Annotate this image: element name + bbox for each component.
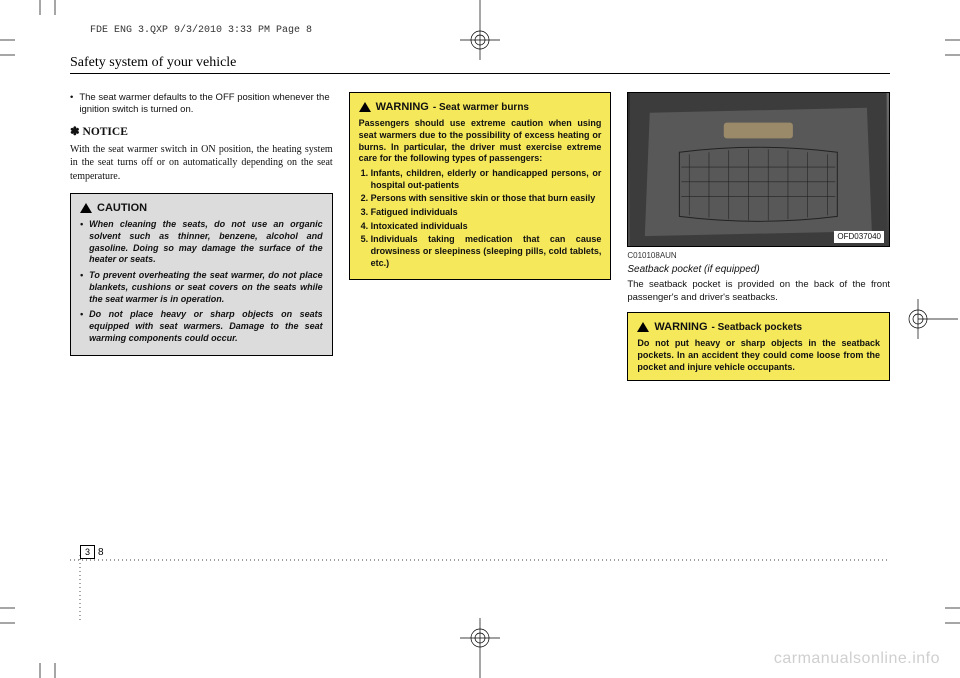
caution-item: To prevent overheating the seat warmer, …: [80, 270, 323, 305]
column-2: WARNING - Seat warmer burns Passengers s…: [349, 92, 612, 391]
warning-box-burns: WARNING - Seat warmer burns Passengers s…: [349, 92, 612, 280]
warning-list-item: Individuals taking medication that can c…: [371, 234, 602, 269]
column-3: OFD037040 C010108AUN Seatback pocket (if…: [627, 92, 890, 391]
warning-subtitle: - Seat warmer burns: [433, 101, 529, 114]
photo-reference-code: C010108AUN: [627, 251, 890, 261]
warning-subtitle: - Seatback pockets: [712, 321, 803, 334]
warning-label: WARNING: [654, 320, 707, 334]
column-1: The seat warmer defaults to the OFF posi…: [70, 92, 333, 391]
notice-heading: ✽ NOTICE: [70, 125, 333, 140]
caution-label: CAUTION: [97, 201, 147, 215]
photo-caption: Seatback pocket (if equipped): [627, 263, 890, 276]
chapter-number: 3: [80, 545, 95, 559]
caution-heading: CAUTION: [80, 201, 323, 215]
warning-list-item: Intoxicated individuals: [371, 221, 602, 233]
warning-intro: Passengers should use extreme caution wh…: [359, 118, 602, 165]
warning-triangle-icon: [637, 322, 649, 332]
warning-heading: WARNING - Seatback pockets: [637, 320, 880, 334]
watermark: carmanualsonline.info: [774, 650, 940, 668]
warning-list-item: Persons with sensitive skin or those tha…: [371, 193, 602, 205]
warning-body: Passengers should use extreme caution wh…: [359, 118, 602, 269]
caution-body: When cleaning the seats, do not use an o…: [80, 219, 323, 344]
page-number: 3 8: [80, 545, 104, 559]
caution-item: When cleaning the seats, do not use an o…: [80, 219, 323, 266]
warning-triangle-icon: [359, 102, 371, 112]
notice-body: With the seat warmer switch in ON positi…: [70, 143, 333, 184]
caution-box: CAUTION When cleaning the seats, do not …: [70, 193, 333, 356]
warning-box-pockets: WARNING - Seatback pockets Do not put he…: [627, 312, 890, 381]
page-body: Safety system of your vehicle The seat w…: [70, 55, 890, 391]
caution-item: Do not place heavy or sharp objects on s…: [80, 309, 323, 344]
photo-description: The seatback pocket is provided on the b…: [627, 279, 890, 304]
warning-heading: WARNING - Seat warmer burns: [359, 100, 602, 114]
page-index: 8: [98, 547, 104, 558]
seatback-pocket-photo: OFD037040: [627, 92, 890, 247]
warning-list-item: Infants, children, elderly or handicappe…: [371, 168, 602, 191]
photo-illustration: [628, 93, 889, 246]
warning-label: WARNING: [376, 100, 429, 114]
photo-code-label: OFD037040: [834, 231, 884, 243]
seat-warmer-default-bullet: The seat warmer defaults to the OFF posi…: [70, 92, 333, 117]
warning-list-item: Fatigued individuals: [371, 207, 602, 219]
warning-body: Do not put heavy or sharp objects in the…: [637, 338, 880, 373]
caution-triangle-icon: [80, 203, 92, 213]
print-header: FDE ENG 3.QXP 9/3/2010 3:33 PM Page 8: [90, 25, 312, 36]
section-title: Safety system of your vehicle: [70, 55, 890, 74]
